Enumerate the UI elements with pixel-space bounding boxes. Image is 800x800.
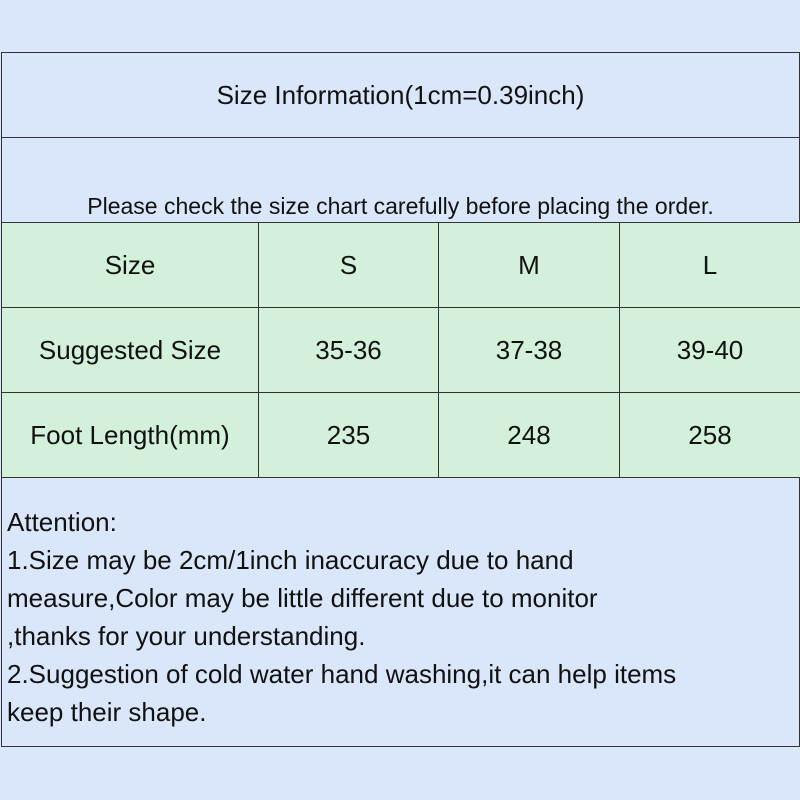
size-chart-title: Size Information(1cm=0.39inch) — [1, 52, 800, 138]
table-header-cell: M — [438, 222, 620, 308]
table-cell: 39-40 — [619, 307, 800, 393]
size-chart-note: Please check the size chart carefully be… — [1, 137, 800, 223]
attention-line: 1.Size may be 2cm/1inch inaccuracy due t… — [7, 545, 574, 575]
attention-line: measure,Color may be little different du… — [7, 583, 598, 613]
attention-line: 2.Suggestion of cold water hand washing,… — [7, 659, 677, 689]
table-header-cell: L — [619, 222, 800, 308]
table-cell: 248 — [438, 392, 620, 478]
table-cell: 258 — [619, 392, 800, 478]
attention-line: ,thanks for your understanding. — [7, 621, 366, 651]
table-row-label: Foot Length(mm) — [1, 392, 259, 478]
table-row-label: Suggested Size — [1, 307, 259, 393]
table-header-cell: S — [258, 222, 439, 308]
attention-line: keep their shape. — [7, 697, 207, 727]
attention-section: Attention: 1.Size may be 2cm/1inch inacc… — [1, 477, 800, 747]
table-cell: 35-36 — [258, 307, 439, 393]
attention-heading: Attention: — [7, 507, 117, 537]
table-cell: 37-38 — [438, 307, 620, 393]
table-cell: 235 — [258, 392, 439, 478]
table-header-cell: Size — [1, 222, 259, 308]
